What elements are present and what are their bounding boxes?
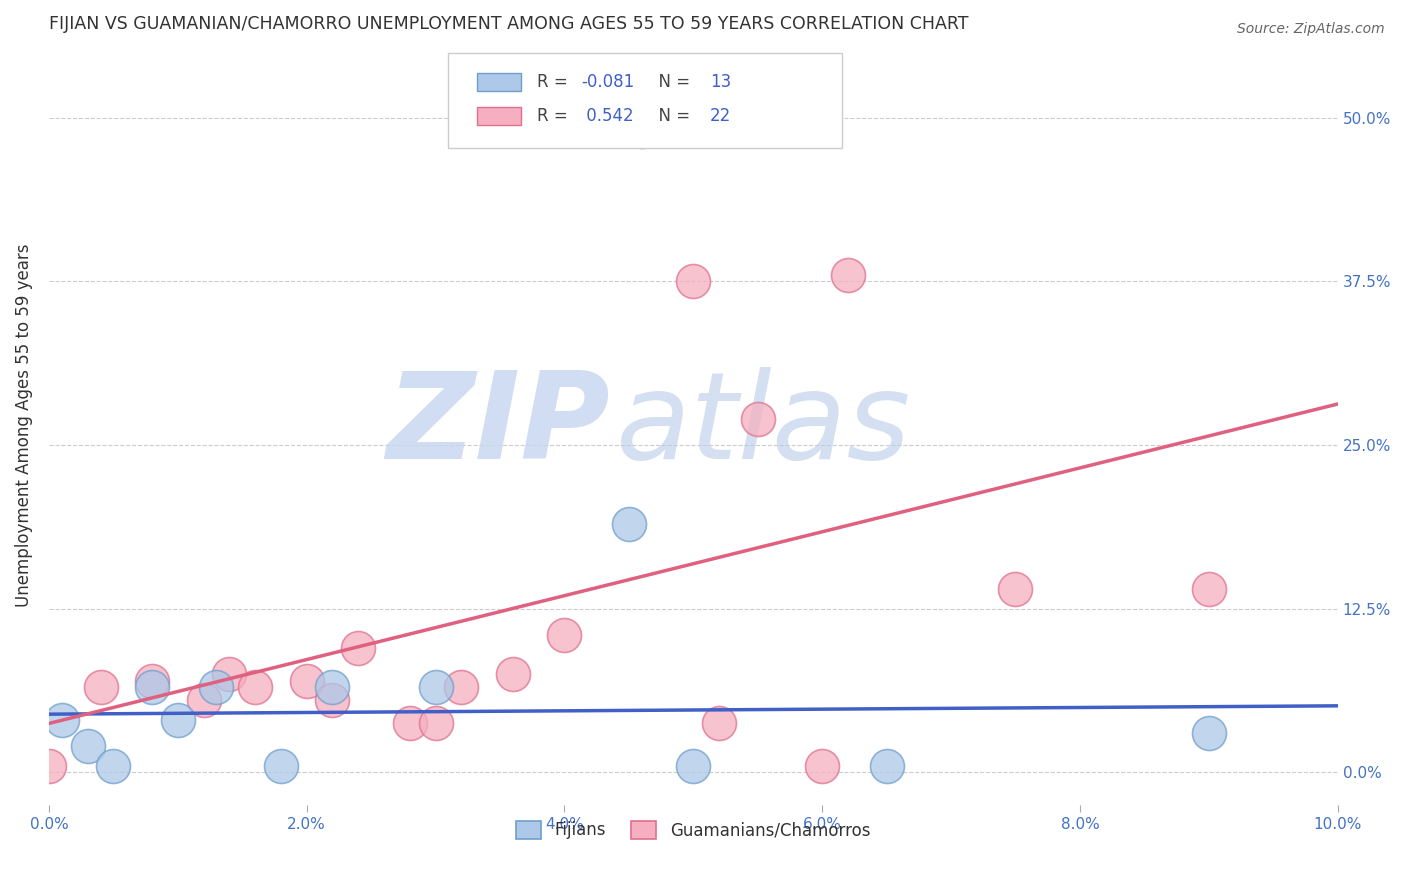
Point — [270, 758, 292, 772]
Point — [89, 680, 111, 694]
Text: R =: R = — [537, 73, 574, 91]
Y-axis label: Unemployment Among Ages 55 to 59 years: Unemployment Among Ages 55 to 59 years — [15, 244, 32, 607]
Point — [38, 758, 60, 772]
Point — [1004, 582, 1026, 596]
Point — [76, 739, 98, 753]
Point — [1198, 582, 1220, 596]
Point — [166, 713, 188, 727]
Point — [295, 673, 318, 688]
Point — [347, 640, 370, 655]
FancyBboxPatch shape — [477, 73, 520, 91]
Point — [398, 715, 420, 730]
Point — [51, 713, 73, 727]
Text: ZIP: ZIP — [385, 367, 610, 483]
FancyBboxPatch shape — [477, 107, 520, 126]
Point — [682, 274, 704, 288]
Point — [205, 680, 228, 694]
Point — [141, 680, 163, 694]
Point — [103, 758, 125, 772]
Point — [321, 693, 343, 707]
Point — [553, 628, 575, 642]
Point — [193, 693, 215, 707]
Point — [617, 516, 640, 531]
Point — [876, 758, 898, 772]
Point — [141, 673, 163, 688]
Point — [243, 680, 266, 694]
Point — [502, 667, 524, 681]
Text: N =: N = — [648, 73, 696, 91]
Point — [707, 715, 730, 730]
FancyBboxPatch shape — [449, 54, 842, 148]
Text: 13: 13 — [710, 73, 731, 91]
Text: 0.542: 0.542 — [581, 107, 634, 125]
Point — [1198, 726, 1220, 740]
Point — [837, 268, 859, 282]
Point — [425, 715, 447, 730]
Point — [450, 680, 472, 694]
Point — [425, 680, 447, 694]
Text: Source: ZipAtlas.com: Source: ZipAtlas.com — [1237, 22, 1385, 37]
Text: FIJIAN VS GUAMANIAN/CHAMORRO UNEMPLOYMENT AMONG AGES 55 TO 59 YEARS CORRELATION : FIJIAN VS GUAMANIAN/CHAMORRO UNEMPLOYMEN… — [49, 15, 969, 33]
Point — [218, 667, 240, 681]
Point — [682, 758, 704, 772]
Text: atlas: atlas — [616, 367, 911, 483]
Text: R =: R = — [537, 107, 574, 125]
Point — [630, 124, 652, 138]
Point — [811, 758, 834, 772]
Text: -0.081: -0.081 — [581, 73, 634, 91]
Text: N =: N = — [648, 107, 696, 125]
Text: 22: 22 — [710, 107, 731, 125]
Point — [321, 680, 343, 694]
Point — [747, 411, 769, 425]
Legend: Fijians, Guamanians/Chamorros: Fijians, Guamanians/Chamorros — [510, 814, 877, 846]
